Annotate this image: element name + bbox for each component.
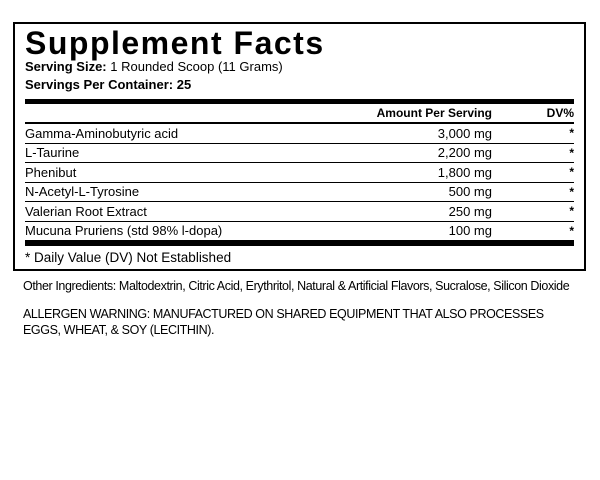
ingredient-dv: * xyxy=(569,204,574,219)
ingredient-dv: * xyxy=(569,184,574,199)
allergen-warning-text: ALLERGEN WARNING: MANUFACTURED ON SHARED… xyxy=(23,306,544,337)
supplement-facts-panel: Supplement Facts Serving Size: 1 Rounded… xyxy=(13,22,586,271)
column-header-amount: Amount Per Serving xyxy=(376,106,492,120)
table-row: Phenibut 1,800 mg * xyxy=(25,163,574,183)
panel-title: Supplement Facts xyxy=(25,25,325,61)
ingredient-amount: 1,800 mg xyxy=(437,164,492,180)
ingredient-amount: 500 mg xyxy=(448,184,492,200)
ingredient-name: Phenibut xyxy=(25,164,77,180)
table-row: N-Acetyl-L-Tyrosine 500 mg * xyxy=(25,183,574,202)
table-row: Valerian Root Extract 250 mg * xyxy=(25,202,574,222)
ingredient-dv: * xyxy=(569,223,574,238)
dv-footnote: * Daily Value (DV) Not Established xyxy=(25,250,232,265)
ingredient-amount: 3,000 mg xyxy=(437,125,492,141)
ingredient-amount: 100 mg xyxy=(448,223,492,239)
ingredient-dv: * xyxy=(569,145,574,160)
ingredient-amount: 2,200 mg xyxy=(437,145,492,161)
table-row: Gamma-Aminobutyric acid 3,000 mg * xyxy=(25,124,574,144)
divider-thick-top xyxy=(25,99,574,104)
serving-size-value: 1 Rounded Scoop (11 Grams) xyxy=(110,59,283,74)
divider-thick-bottom xyxy=(25,241,574,246)
ingredient-dv: * xyxy=(569,126,574,141)
table-row: L-Taurine 2,200 mg * xyxy=(25,144,574,163)
ingredient-name: L-Taurine xyxy=(25,145,80,161)
ingredient-amount: 250 mg xyxy=(448,203,492,219)
other-ingredients-text: Other Ingredients: Maltodextrin, Citric … xyxy=(23,279,570,293)
below-panel-text: Other Ingredients: Maltodextrin, Citric … xyxy=(23,279,575,338)
table-row: Mucuna Pruriens (std 98% l-dopa) 100 mg … xyxy=(25,222,574,241)
ingredient-name: Gamma-Aminobutyric acid xyxy=(25,125,179,141)
ingredient-name: Valerian Root Extract xyxy=(25,203,147,219)
table-header-row: Amount Per Serving DV% xyxy=(25,104,574,124)
ingredient-dv: * xyxy=(569,165,574,180)
ingredient-name: Mucuna Pruriens (std 98% l-dopa) xyxy=(25,223,223,239)
servings-per-container-line: Servings Per Container: 25 xyxy=(25,77,192,92)
serving-size-line: Serving Size: 1 Rounded Scoop (11 Grams) xyxy=(25,58,574,76)
ingredient-name: N-Acetyl-L-Tyrosine xyxy=(25,184,140,200)
column-header-dv: DV% xyxy=(546,106,574,120)
serving-size-label: Serving Size: xyxy=(25,59,107,74)
